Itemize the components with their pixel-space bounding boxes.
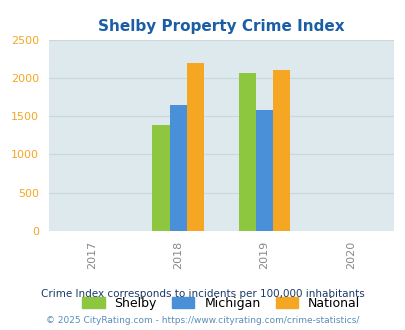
Text: Crime Index corresponds to incidents per 100,000 inhabitants: Crime Index corresponds to incidents per… <box>41 289 364 299</box>
Bar <box>273 70 290 231</box>
Text: © 2025 CityRating.com - https://www.cityrating.com/crime-statistics/: © 2025 CityRating.com - https://www.city… <box>46 316 359 325</box>
Bar <box>152 125 169 231</box>
Legend: Shelby, Michigan, National: Shelby, Michigan, National <box>76 291 366 316</box>
Bar <box>238 73 255 231</box>
Bar <box>255 110 273 231</box>
Title: Shelby Property Crime Index: Shelby Property Crime Index <box>98 19 344 34</box>
Bar <box>186 63 204 231</box>
Bar <box>169 106 186 231</box>
